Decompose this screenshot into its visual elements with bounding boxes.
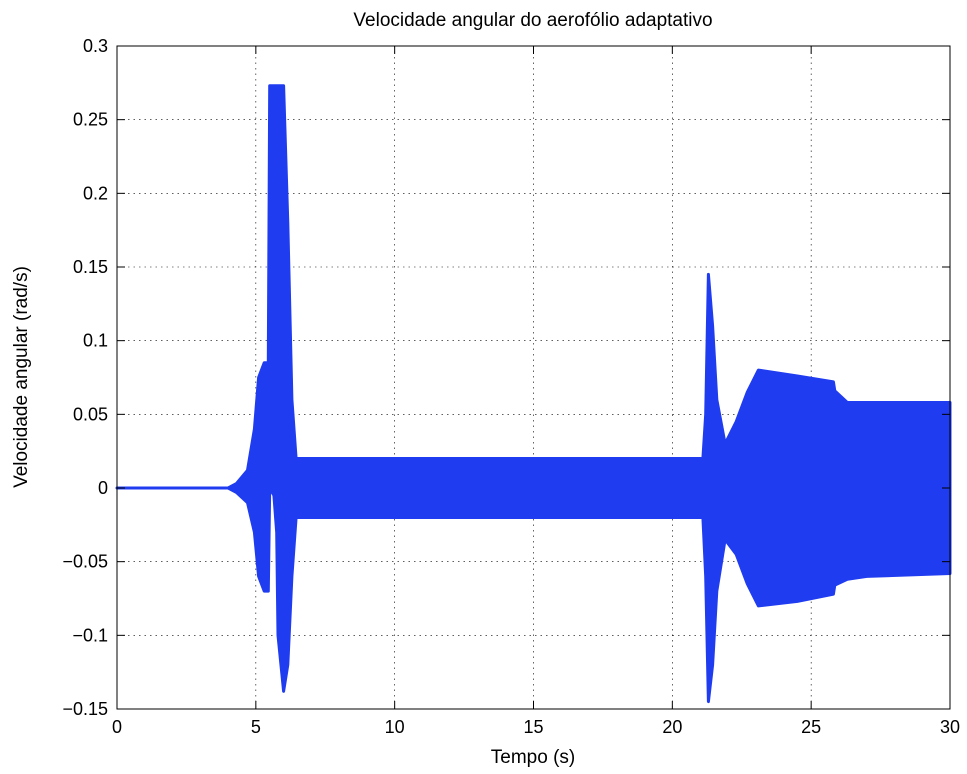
x-tick-label: 15 [523, 717, 543, 737]
y-tick-label: −0.05 [62, 552, 108, 572]
x-tick-label: 20 [662, 717, 682, 737]
x-tick-labels: 0 5 10 15 20 25 30 [112, 717, 960, 737]
y-tick-labels: −0.15 −0.1 −0.05 0 0.05 0.1 0.15 0.2 0.25 0.3 [62, 36, 108, 719]
y-tick-label: 0.3 [83, 36, 108, 56]
y-tick-label: 0.15 [73, 257, 108, 277]
chart-title: Velocidade angular do aerofólio adaptati… [353, 10, 712, 31]
y-tick-label: 0.1 [83, 331, 108, 351]
x-tick-label: 30 [940, 717, 960, 737]
y-tick-label: −0.1 [72, 625, 108, 645]
y-tick-label: 0.2 [83, 183, 108, 203]
y-tick-label: −0.15 [62, 699, 108, 719]
x-tick-label: 5 [251, 717, 261, 737]
y-axis-label: Velocidade angular (rad/s) [11, 266, 32, 488]
y-tick-label: 0.25 [73, 110, 108, 130]
x-axis-label: Tempo (s) [491, 747, 575, 768]
y-tick-label: 0 [98, 478, 108, 498]
x-tick-label: 10 [385, 717, 405, 737]
x-tick-label: 25 [801, 717, 821, 737]
tick-marks [116, 45, 951, 710]
x-tick-label: 0 [112, 717, 122, 737]
y-tick-label: 0.05 [73, 404, 108, 424]
